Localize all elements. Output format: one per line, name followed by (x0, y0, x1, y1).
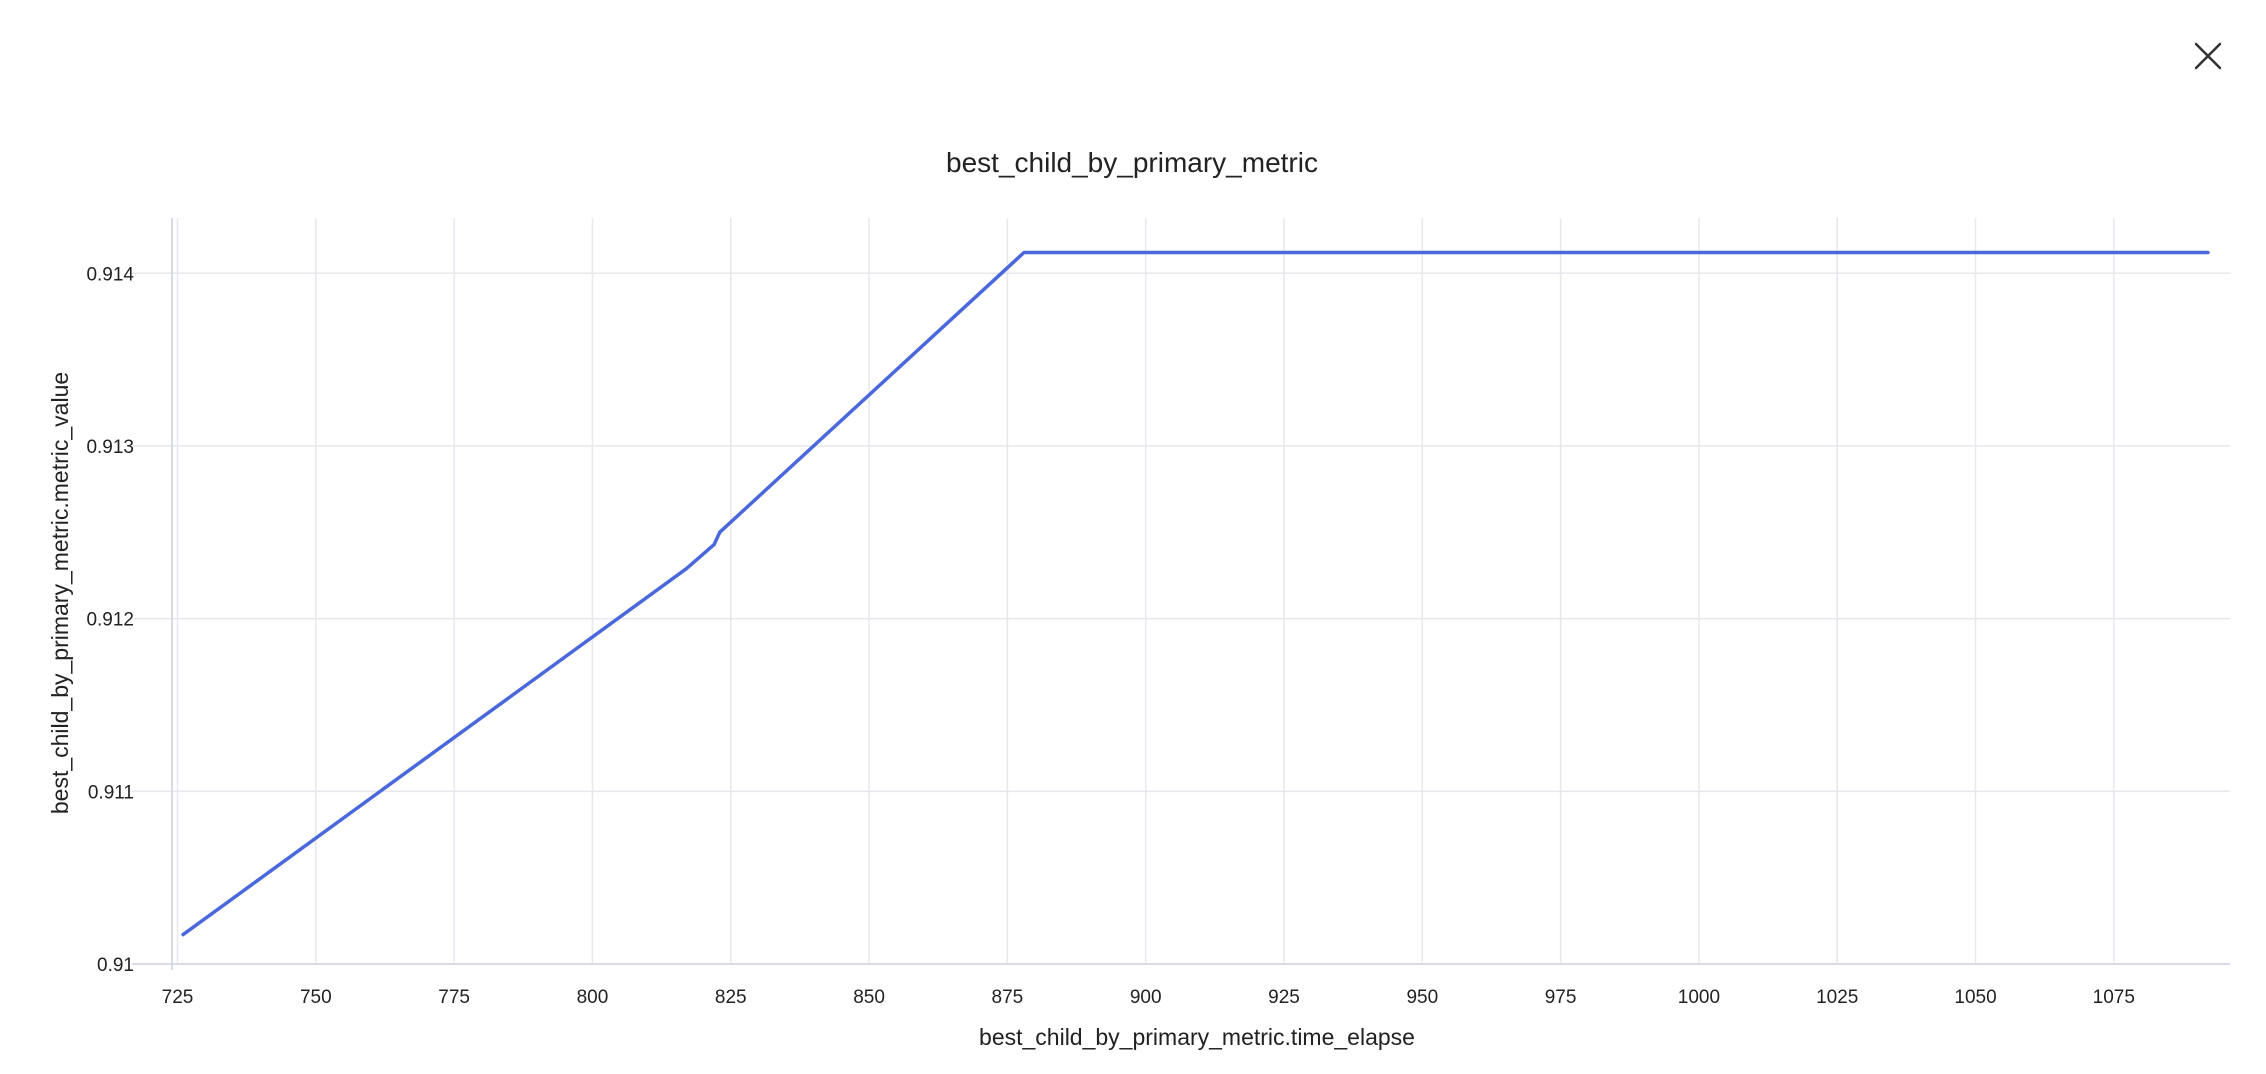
x-tick-label: 975 (1545, 987, 1577, 1008)
series-layer (181, 250, 2210, 937)
x-tick-label: 850 (853, 987, 885, 1008)
axes (132, 218, 2230, 970)
series-line (181, 250, 2210, 937)
x-axis-label: best_child_by_primary_metric.time_elapse (979, 1024, 1415, 1050)
chart-title: best_child_by_primary_metric (946, 147, 1318, 178)
y-tick-label: 0.912 (86, 610, 134, 631)
x-tick-label: 1025 (1816, 987, 1858, 1008)
y-tick-label: 0.913 (86, 437, 134, 458)
y-tick-label: 0.911 (88, 782, 134, 803)
tick-labels: 725 750 775 800 825 850 875 900 925 950 975 1000 102… (86, 264, 2135, 1008)
close-button[interactable] (2186, 34, 2230, 78)
x-tick-label: 925 (1268, 987, 1300, 1008)
y-tick-label: 0.91 (97, 955, 134, 976)
x-tick-label: 1050 (1954, 987, 1996, 1008)
x-tick-label: 900 (1130, 987, 1162, 1008)
x-tick-label: 750 (300, 987, 332, 1008)
close-icon (2194, 42, 2222, 70)
grid (132, 218, 2230, 965)
x-tick-label: 950 (1406, 987, 1438, 1008)
x-tick-label: 800 (577, 987, 609, 1008)
x-tick-label: 775 (438, 987, 470, 1008)
x-tick-label: 725 (162, 987, 194, 1008)
x-tick-label: 1075 (2093, 987, 2135, 1008)
y-axis-label: best_child_by_primary_metric.metric_valu… (47, 372, 73, 814)
y-tick-label: 0.914 (86, 264, 134, 285)
x-tick-label: 875 (992, 987, 1024, 1008)
x-tick-label: 1000 (1678, 987, 1720, 1008)
x-tick-label: 825 (715, 987, 747, 1008)
